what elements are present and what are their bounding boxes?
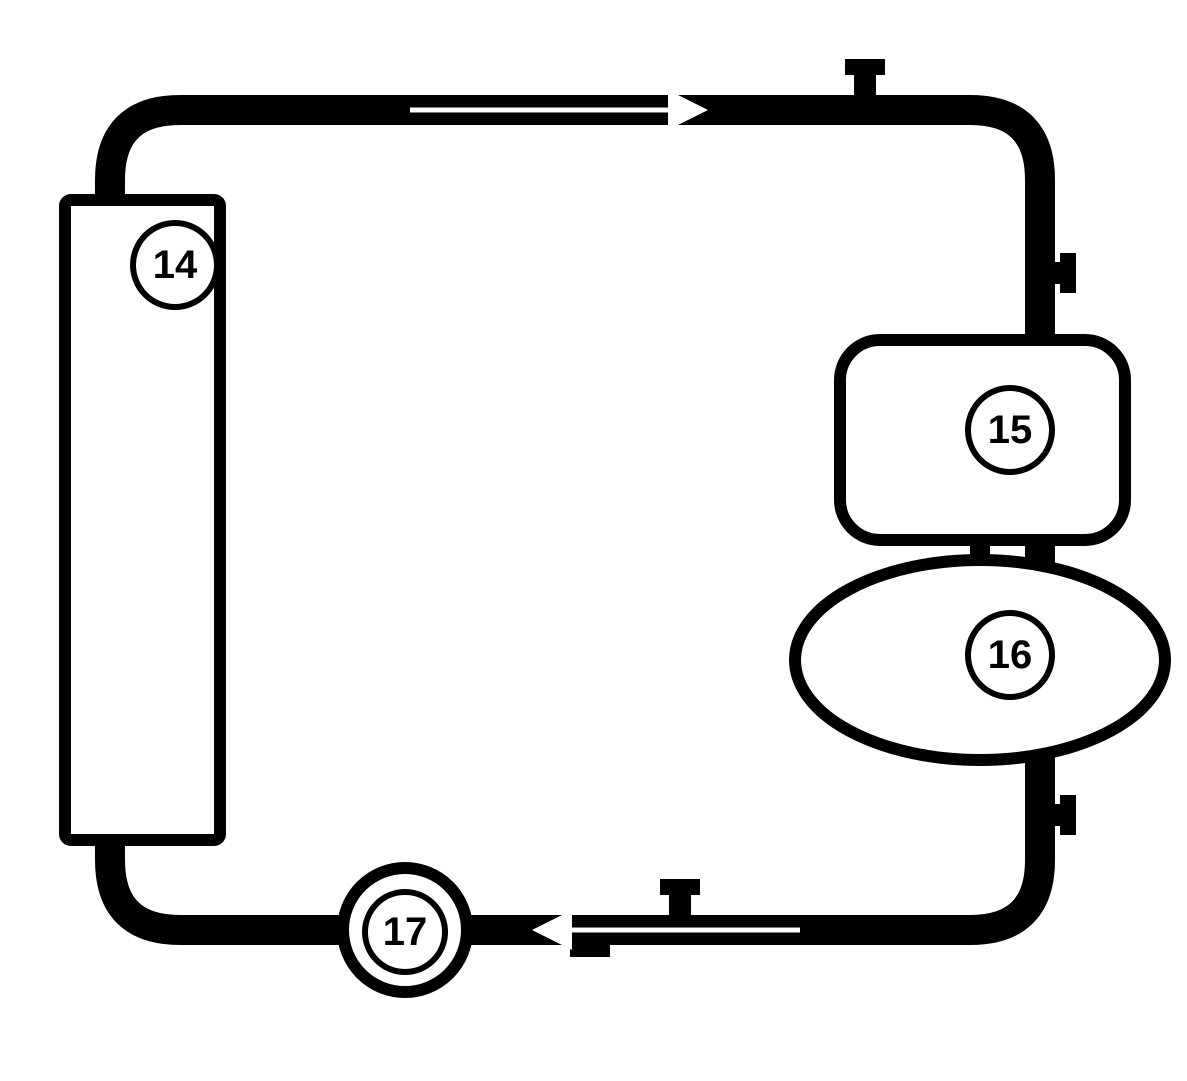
label-17: 17 (365, 892, 445, 972)
label-14-text: 14 (153, 243, 198, 287)
label-16-text: 16 (988, 633, 1033, 677)
label-14: 14 (133, 223, 217, 307)
label-17-text: 17 (383, 910, 428, 954)
label-15-text: 15 (988, 408, 1033, 452)
label-16: 16 (968, 613, 1052, 697)
label-15: 15 (968, 388, 1052, 472)
tap-bottom-under (570, 945, 610, 957)
